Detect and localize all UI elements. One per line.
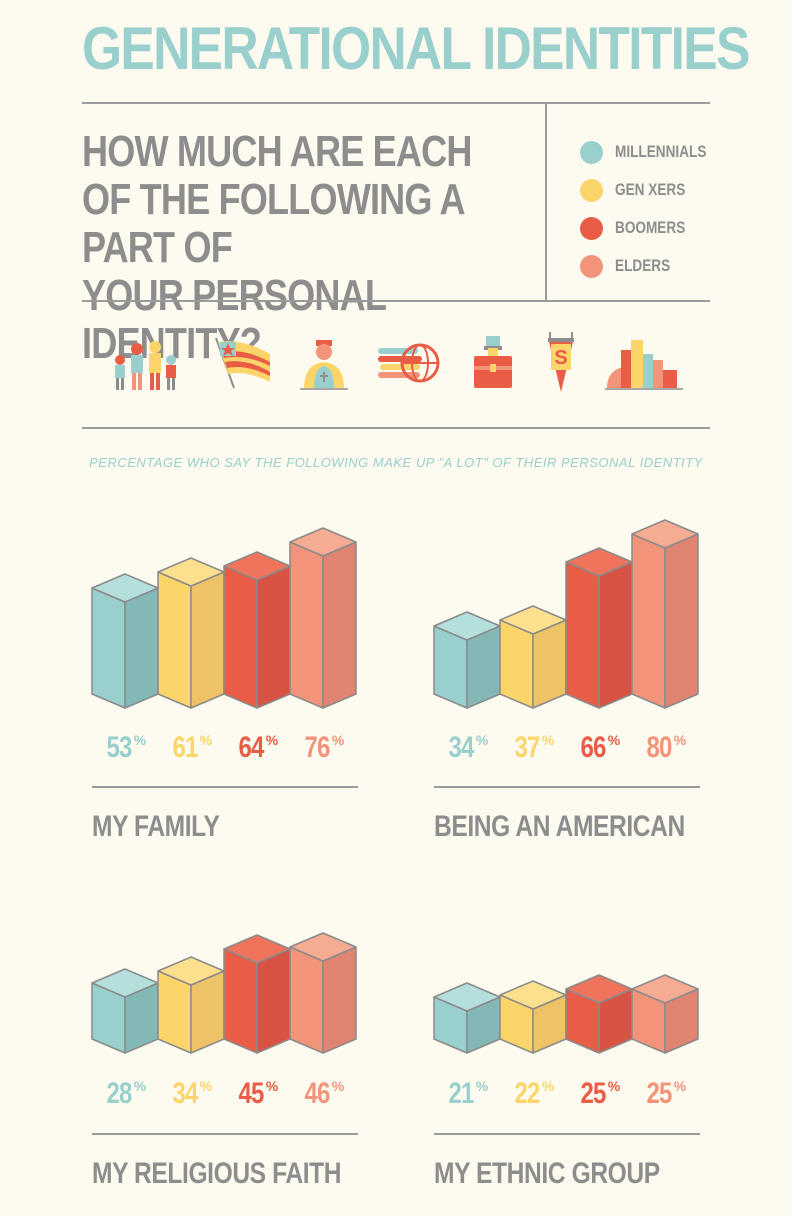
data-label: 61 (172, 729, 198, 763)
legend: MILLENNIALS GEN XERS BOOMERS ELDERS (580, 133, 729, 285)
bar-elders (289, 946, 324, 1054)
data-label-percent-sign: % (608, 732, 621, 748)
data-label: 64 (238, 729, 264, 763)
question-line: HOW MUCH ARE EACH (82, 127, 472, 176)
page-title: GENERATIONAL IDENTITIES (82, 15, 750, 82)
icons-divider (82, 427, 710, 429)
bar-top (631, 974, 699, 1004)
data-label: 76 (304, 729, 330, 763)
legend-swatch (580, 254, 603, 278)
bar-elders (631, 533, 666, 709)
top-divider (82, 102, 710, 104)
legend-label: ELDERS (615, 256, 671, 275)
bar-side (322, 946, 357, 1054)
bar-side (256, 565, 291, 709)
bar-side (322, 541, 357, 709)
data-label-percent-sign: % (674, 1078, 687, 1094)
data-label: 28 (106, 1075, 132, 1109)
bar-top (631, 519, 699, 549)
data-label-percent-sign: % (608, 1078, 621, 1094)
data-label-percent-sign: % (134, 732, 147, 748)
family-icon (115, 341, 176, 390)
legend-item-millennials: MILLENNIALS (580, 133, 729, 171)
chart-title-american: BEING AN AMERICAN (434, 810, 685, 843)
data-label-percent-sign: % (476, 732, 489, 748)
legend-swatch (580, 178, 603, 202)
bar-side (256, 948, 291, 1054)
question-line: OF THE FOLLOWING A PART OF (82, 175, 464, 272)
data-label: 25 (646, 1075, 672, 1109)
data-label-percent-sign: % (542, 732, 555, 748)
city-icon (605, 340, 683, 390)
data-label: 80 (646, 729, 671, 763)
data-label-percent-sign: % (266, 732, 279, 748)
legend-label: GEN XERS (615, 180, 686, 199)
icon-row: S (100, 330, 700, 400)
data-label-percent-sign: % (332, 732, 345, 748)
legend-label: BOOMERS (615, 218, 686, 237)
legend-swatch (580, 216, 603, 240)
chart-subtitle: PERCENTAGE WHO SAY THE FOLLOWING MAKE UP… (89, 455, 703, 470)
legend-item-elders: ELDERS (580, 247, 729, 285)
bar-boomers (223, 948, 258, 1054)
bar-gen-xers (499, 619, 534, 709)
bar-boomers (223, 565, 258, 709)
data-label-percent-sign: % (134, 1078, 147, 1094)
data-label: 25 (580, 1075, 606, 1109)
bar-millennials (91, 587, 126, 709)
american-flag-icon (215, 337, 270, 389)
bar-side (664, 533, 699, 709)
middle-divider (82, 300, 710, 302)
bar-top (289, 932, 357, 962)
bar-top (289, 527, 357, 557)
briefcase-icon (474, 336, 512, 388)
ethnic-group-globe-icon (378, 343, 440, 383)
legend-item-genx: GEN XERS (580, 171, 729, 209)
bar-side (124, 587, 159, 709)
data-label-percent-sign: % (200, 1078, 213, 1094)
data-label-percent-sign: % (200, 732, 213, 748)
chart-title-ethnic: MY ETHNIC GROUP (434, 1157, 660, 1190)
bar-side (190, 571, 225, 709)
religious-figure-icon (300, 340, 348, 390)
data-label: 45 (238, 1075, 264, 1109)
data-label: 21 (448, 1075, 474, 1109)
data-label-percent-sign: % (332, 1078, 345, 1094)
bar-side (598, 561, 633, 709)
data-label-percent-sign: % (476, 1078, 489, 1094)
data-label: 34 (172, 1075, 198, 1109)
legend-swatch (580, 140, 603, 164)
svg-text:S: S (554, 347, 567, 369)
data-label: 34 (448, 729, 474, 763)
legend-label: MILLENNIALS (615, 142, 707, 161)
data-label: 37 (514, 729, 539, 763)
data-label: 53 (106, 729, 132, 763)
bar-elders (289, 541, 324, 709)
chart-title-religious: MY RELIGIOUS FAITH (92, 1157, 342, 1190)
legend-item-boomers: BOOMERS (580, 209, 729, 247)
header-vertical-divider (545, 104, 547, 301)
data-label-percent-sign: % (266, 1078, 279, 1094)
bar-boomers (565, 561, 600, 709)
data-label: 22 (514, 1075, 540, 1109)
chart-title-family: MY FAMILY (92, 810, 220, 843)
data-label: 66 (580, 729, 606, 763)
bar-gen-xers (157, 571, 192, 709)
education-pennant-icon: S (548, 332, 574, 392)
data-label-percent-sign: % (542, 1078, 555, 1094)
data-label-percent-sign: % (674, 732, 687, 748)
data-label: 46 (304, 1075, 330, 1109)
bar-side (532, 619, 567, 709)
